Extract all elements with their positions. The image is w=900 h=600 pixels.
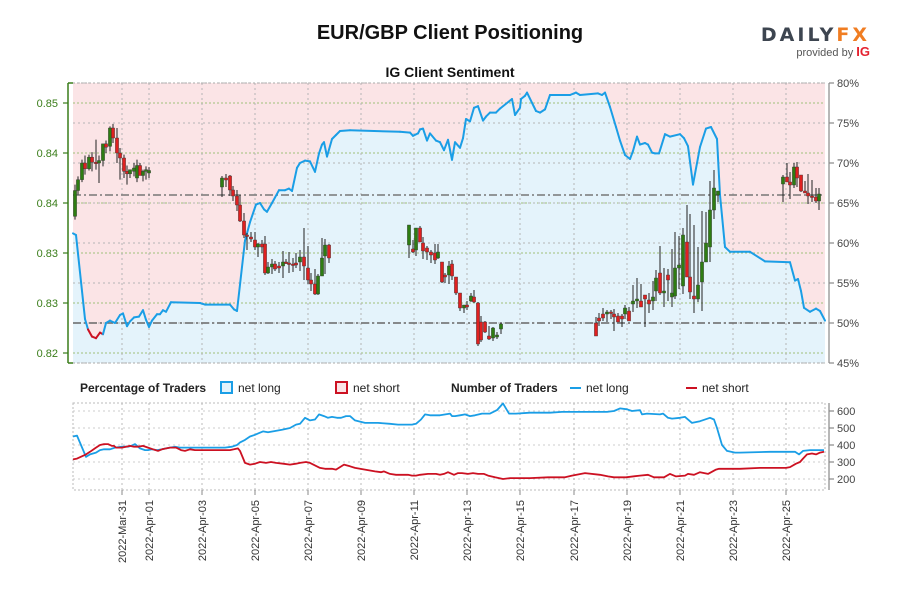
svg-text:500: 500 — [837, 423, 855, 435]
net-long-box-swatch-icon — [220, 381, 233, 394]
svg-text:2022-Apr-09: 2022-Apr-09 — [356, 500, 368, 561]
provided-by-text: provided by — [796, 47, 854, 59]
svg-text:0.83: 0.83 — [37, 298, 58, 310]
logo-provided-by: provided by IG — [760, 44, 870, 59]
svg-text:400: 400 — [837, 440, 855, 452]
net-long-line-swatch-icon — [570, 387, 581, 389]
legend-pct-title: Percentage of Traders — [80, 381, 207, 395]
logo-brand-right: FX — [836, 24, 870, 46]
svg-text:2022-Apr-17: 2022-Apr-17 — [569, 500, 581, 561]
svg-text:200: 200 — [837, 474, 855, 486]
chart-subtitle: IG Client Sentiment — [385, 64, 515, 80]
svg-text:2022-Apr-03: 2022-Apr-03 — [197, 500, 209, 561]
svg-text:0.84: 0.84 — [37, 198, 58, 210]
svg-text:2022-Apr-15: 2022-Apr-15 — [515, 500, 527, 561]
main-price-plot — [72, 82, 826, 364]
net-short-line-swatch-icon — [686, 387, 697, 389]
svg-text:600: 600 — [837, 406, 855, 418]
svg-text:2022-Apr-23: 2022-Apr-23 — [728, 500, 740, 561]
legend-num-title: Number of Traders — [451, 381, 558, 395]
legend-num-net-long: net long — [570, 381, 629, 395]
svg-text:2022-Mar-31: 2022-Mar-31 — [117, 500, 129, 563]
svg-text:2022-Apr-21: 2022-Apr-21 — [675, 500, 687, 561]
svg-text:75%: 75% — [837, 118, 859, 130]
svg-text:2022-Apr-01: 2022-Apr-01 — [144, 500, 156, 561]
svg-text:65%: 65% — [837, 198, 859, 210]
net-short-box-swatch-icon — [335, 381, 348, 394]
svg-text:2022-Apr-05: 2022-Apr-05 — [250, 500, 262, 561]
main-axes: 0.85 0.84 0.84 0.83 0.83 0.82 80% 75% 70% 65% 60% 5… — [37, 78, 860, 370]
svg-text:2022-Apr-13: 2022-Apr-13 — [462, 500, 474, 561]
legend-pct-net-long: net long — [220, 381, 281, 395]
dailyfx-logo: DAILYFX provided by IG — [760, 24, 870, 59]
svg-text:0.85: 0.85 — [37, 98, 58, 110]
svg-text:0.82: 0.82 — [37, 348, 58, 360]
traders-count-plot — [72, 402, 826, 491]
ig-logo: IG — [856, 44, 870, 59]
svg-text:80%: 80% — [837, 78, 859, 90]
date-axis: 2022-Mar-31 2022-Apr-01 2022-Apr-03 2022-Ap… — [117, 490, 793, 563]
legend-pct-net-short: net short — [335, 381, 400, 395]
svg-text:45%: 45% — [837, 358, 859, 370]
svg-text:300: 300 — [837, 457, 855, 469]
logo-brand-left: DAILY — [760, 24, 837, 46]
legend-num-net-short: net short — [686, 381, 749, 395]
svg-text:2022-Apr-25: 2022-Apr-25 — [781, 500, 793, 561]
traders-count-axes: 600 500 400 300 200 — [828, 403, 855, 490]
svg-text:50%: 50% — [837, 318, 859, 330]
svg-text:70%: 70% — [837, 158, 859, 170]
svg-text:2022-Apr-11: 2022-Apr-11 — [409, 500, 421, 560]
svg-text:55%: 55% — [837, 278, 859, 290]
svg-text:0.84: 0.84 — [37, 148, 58, 160]
svg-text:2022-Apr-07: 2022-Apr-07 — [303, 500, 315, 561]
logo-wordmark: DAILYFX — [760, 24, 870, 46]
svg-text:60%: 60% — [837, 238, 859, 250]
svg-text:2022-Apr-19: 2022-Apr-19 — [622, 500, 634, 561]
svg-text:0.83: 0.83 — [37, 248, 58, 260]
chart-title: EUR/GBP Client Positioning — [316, 22, 584, 44]
